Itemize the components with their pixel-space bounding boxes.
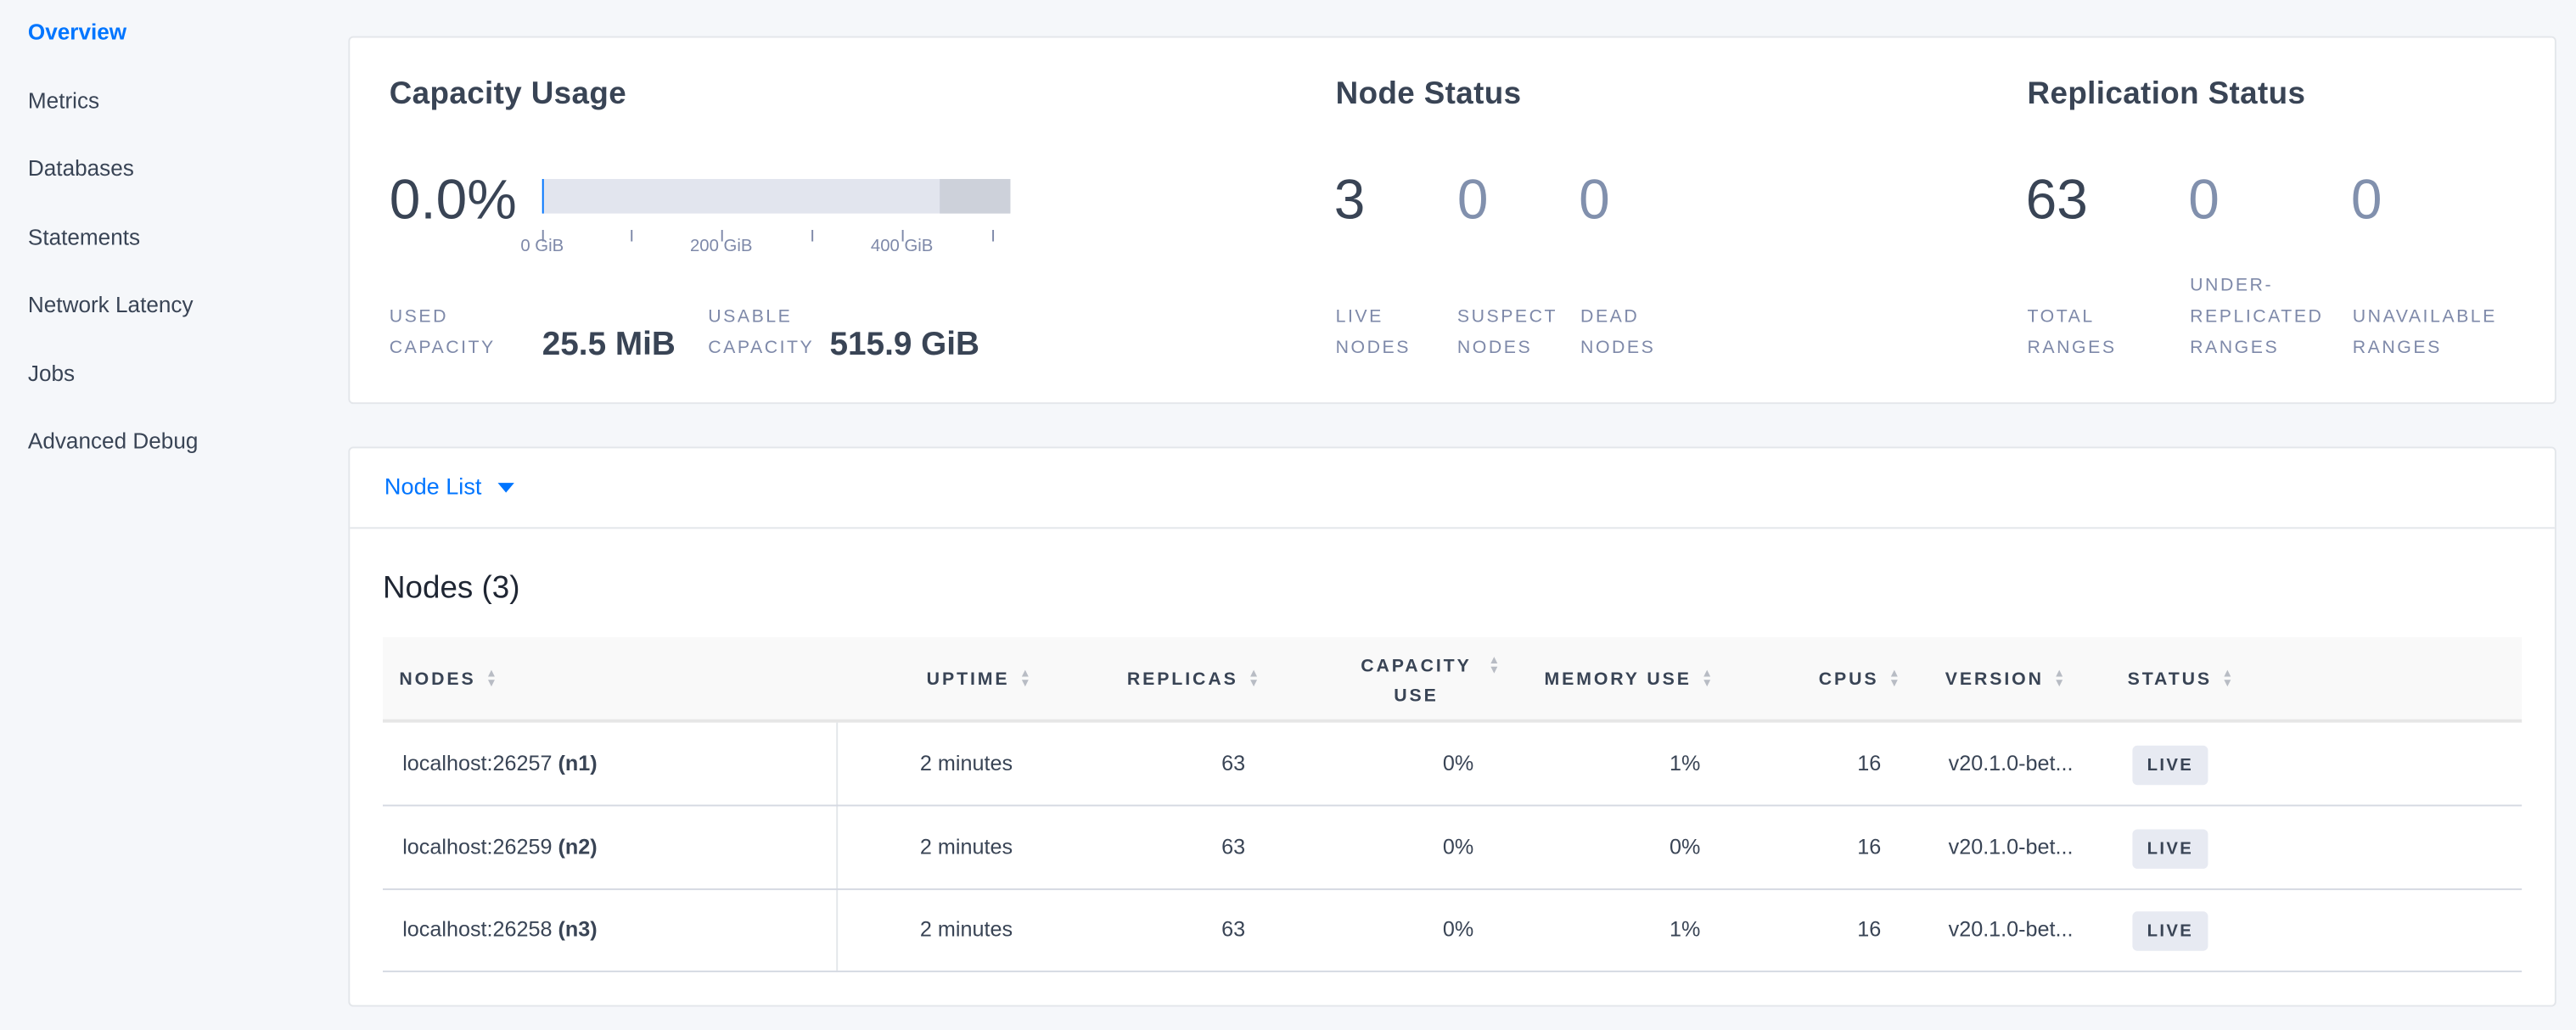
- axis-tick: [811, 229, 814, 242]
- column-header-capacity-use[interactable]: CAPACITY USE: [1361, 657, 1472, 707]
- node-status-title: Node Status: [1335, 76, 1522, 112]
- column-header-nodes[interactable]: NODES ▲ ▼: [399, 665, 498, 695]
- sort-icon[interactable]: ▲ ▼: [1248, 668, 1260, 691]
- memory-use-cell: 1%: [1669, 916, 1701, 942]
- total-ranges-label: RANGES: [2027, 338, 2117, 358]
- axis-tick: [992, 229, 995, 242]
- sidebar-item-advanced-debug[interactable]: Advanced Debug: [27, 428, 199, 454]
- column-header-uptime[interactable]: UPTIME ▲ ▼: [927, 665, 1033, 695]
- version-cell: v20.1.0-bet...: [1948, 750, 2074, 775]
- column-header-cpus[interactable]: CPUS ▲ ▼: [1819, 665, 1902, 695]
- uptime-cell: 2 minutes: [919, 833, 1013, 859]
- status-badge: LIVE: [2132, 745, 2208, 786]
- sort-icon[interactable]: ▲ ▼: [2221, 668, 2234, 691]
- axis-tick: [631, 229, 633, 242]
- under-replicated-label: REPLICATED: [2190, 306, 2324, 327]
- axis-tick: [542, 229, 544, 242]
- replicas-cell: 63: [1221, 833, 1246, 859]
- caret-down-icon: [497, 483, 515, 494]
- sidebar-item-metrics[interactable]: Metrics: [27, 88, 100, 114]
- sort-icon[interactable]: ▲ ▼: [1701, 668, 1713, 691]
- under-replicated-count: 0: [2188, 169, 2220, 232]
- live-nodes-label: LIVE: [1335, 306, 1383, 327]
- column-divider: [836, 722, 839, 972]
- capacity-use-cell: 0%: [1442, 916, 1474, 942]
- sort-icon[interactable]: ▲ ▼: [1889, 668, 1900, 691]
- cpus-cell: 16: [1857, 916, 1882, 942]
- node-name-cell[interactable]: localhost:26259 (n2): [402, 833, 598, 859]
- axis-tick: [721, 229, 723, 242]
- divider: [350, 527, 2555, 529]
- capacity-bar-unusable: [940, 178, 1011, 214]
- axis-tick: [901, 229, 904, 242]
- table-row[interactable]: [382, 806, 2523, 890]
- used-capacity-value: 25.5 MiB: [542, 327, 676, 363]
- under-replicated-label: UNDER-: [2190, 276, 2274, 296]
- capacity-usage-title: Capacity Usage: [389, 76, 627, 112]
- table-header: [382, 637, 2523, 723]
- capacity-use-cell: 0%: [1442, 833, 1474, 859]
- used-capacity-label: USED: [389, 306, 448, 327]
- replicas-cell: 63: [1221, 916, 1246, 942]
- sort-icon[interactable]: ▲ ▼: [2053, 668, 2065, 691]
- node-list-dropdown-label: Node List: [384, 473, 482, 500]
- suspect-nodes-count: 0: [1456, 169, 1489, 232]
- cpus-cell: 16: [1857, 833, 1882, 859]
- used-capacity-label: CAPACITY: [389, 338, 496, 358]
- uptime-cell: 2 minutes: [919, 916, 1013, 942]
- sidebar-item-network-latency[interactable]: Network Latency: [27, 292, 194, 317]
- capacity-use-cell: 0%: [1442, 750, 1474, 775]
- unavailable-ranges-count: 0: [2350, 169, 2382, 232]
- capacity-bar-used: [542, 178, 544, 214]
- column-header-memory-use[interactable]: MEMORY USE ▲ ▼: [1544, 665, 1714, 695]
- sidebar-item-statements[interactable]: Statements: [27, 225, 141, 250]
- node-name-cell[interactable]: localhost:26257 (n1): [402, 750, 598, 775]
- sort-icon[interactable]: ▲ ▼: [1488, 655, 1501, 677]
- status-badge: LIVE: [2132, 912, 2208, 952]
- memory-use-cell: 0%: [1669, 833, 1701, 859]
- cluster-summary-card: [348, 36, 2556, 405]
- total-ranges-count: 63: [2025, 169, 2088, 232]
- replicas-cell: 63: [1221, 750, 1246, 775]
- live-nodes-label: NODES: [1335, 338, 1411, 358]
- usable-capacity-label: CAPACITY: [708, 338, 815, 358]
- version-cell: v20.1.0-bet...: [1948, 833, 2074, 859]
- sort-icon[interactable]: ▲ ▼: [485, 668, 497, 691]
- usable-capacity-value: 515.9 GiB: [829, 327, 979, 363]
- sort-icon[interactable]: ▲ ▼: [1019, 668, 1031, 691]
- dead-nodes-label: DEAD: [1580, 306, 1640, 327]
- unavailable-ranges-label: UNAVAILABLE: [2352, 306, 2497, 327]
- unavailable-ranges-label: RANGES: [2352, 338, 2442, 358]
- capacity-percent: 0.0%: [389, 169, 517, 232]
- replication-status-title: Replication Status: [2027, 76, 2306, 112]
- column-header-version[interactable]: VERSION ▲ ▼: [1945, 665, 2067, 695]
- suspect-nodes-label: NODES: [1456, 338, 1533, 358]
- node-name-cell[interactable]: localhost:26258 (n3): [402, 916, 598, 942]
- capacity-bar: [542, 178, 1011, 214]
- usable-capacity-label: USABLE: [708, 306, 793, 327]
- table-row[interactable]: [382, 723, 2523, 807]
- axis-label: 0 GiB: [520, 236, 564, 256]
- sidebar-item-databases[interactable]: Databases: [27, 155, 134, 181]
- table-row[interactable]: [382, 889, 2523, 973]
- under-replicated-label: RANGES: [2190, 338, 2280, 358]
- suspect-nodes-label: SUSPECT: [1456, 306, 1558, 327]
- node-list-dropdown[interactable]: Node List: [384, 473, 515, 500]
- sidebar-item-jobs[interactable]: Jobs: [27, 361, 76, 386]
- column-header-status[interactable]: STATUS ▲ ▼: [2128, 665, 2236, 695]
- dead-nodes-count: 0: [1579, 169, 1610, 232]
- nodes-title: Nodes (3): [382, 571, 520, 607]
- live-nodes-count: 3: [1333, 169, 1366, 232]
- dead-nodes-label: NODES: [1580, 338, 1656, 358]
- axis-label: 200 GiB: [689, 236, 753, 256]
- cpus-cell: 16: [1857, 750, 1882, 775]
- memory-use-cell: 1%: [1669, 750, 1701, 775]
- uptime-cell: 2 minutes: [919, 750, 1013, 775]
- column-header-replicas[interactable]: REPLICAS ▲ ▼: [1127, 665, 1261, 695]
- axis-label: 400 GiB: [870, 236, 934, 256]
- total-ranges-label: TOTAL: [2027, 306, 2095, 327]
- status-badge: LIVE: [2132, 828, 2208, 869]
- version-cell: v20.1.0-bet...: [1948, 916, 2074, 942]
- sidebar-item-overview[interactable]: Overview: [27, 20, 127, 45]
